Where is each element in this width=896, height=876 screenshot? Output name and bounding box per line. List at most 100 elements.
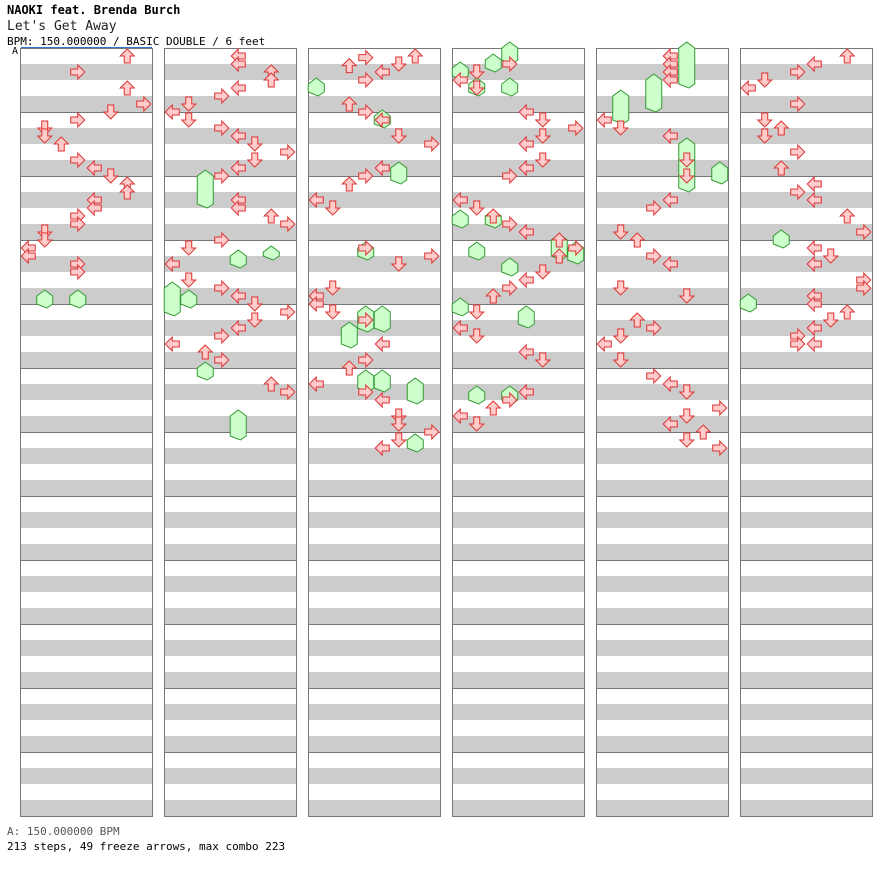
beat-stripe — [20, 768, 152, 784]
step-arrow-right — [214, 231, 230, 249]
step-arrow-up — [485, 288, 502, 304]
step-arrow-up — [119, 184, 136, 200]
freeze-arrow — [373, 305, 391, 333]
step-arrow-up — [341, 176, 358, 192]
step-arrow-left — [662, 191, 678, 209]
step-arrow-right — [646, 319, 662, 337]
step-arrow-left — [518, 135, 534, 153]
step-arrow-down — [390, 432, 407, 448]
step-arrow-left — [806, 191, 822, 209]
step-arrow-right — [712, 399, 728, 417]
freeze-arrow — [406, 433, 424, 453]
step-arrow-down — [678, 408, 695, 424]
beat-stripe — [596, 800, 728, 816]
step-arrow-down — [612, 280, 629, 296]
step-arrow-left — [452, 71, 468, 89]
step-arrow-up — [119, 48, 136, 64]
beat-stripe — [164, 224, 296, 240]
beat-stripe — [164, 544, 296, 560]
step-arrow-left — [308, 295, 324, 313]
step-arrow-right — [70, 111, 86, 129]
step-arrow-down — [612, 352, 629, 368]
beat-stripe — [164, 192, 296, 208]
step-arrow-left — [518, 343, 534, 361]
step-arrow-left — [164, 335, 180, 353]
step-arrow-right — [358, 239, 374, 257]
step-arrow-left — [662, 415, 678, 433]
beat-stripe — [164, 448, 296, 464]
step-arrow-left — [164, 103, 180, 121]
beat-stripe — [308, 352, 440, 368]
freeze-arrow — [229, 409, 247, 441]
beat-stripe — [740, 128, 872, 144]
beat-stripe — [452, 352, 584, 368]
beat-stripe — [452, 96, 584, 112]
beat-stripe — [740, 384, 872, 400]
beat-stripe — [20, 224, 152, 240]
step-arrow-right — [646, 247, 662, 265]
beat-stripe — [740, 192, 872, 208]
step-arrow-down — [102, 104, 119, 120]
step-arrow-left — [518, 383, 534, 401]
beat-stripe — [308, 480, 440, 496]
beat-stripe — [164, 800, 296, 816]
beat-stripe — [164, 384, 296, 400]
step-arrow-right — [568, 239, 584, 257]
step-arrow-up — [773, 160, 790, 176]
step-arrow-left — [662, 127, 678, 145]
beat-stripe — [596, 416, 728, 432]
freeze-arrow — [390, 161, 408, 185]
step-arrow-left — [452, 319, 468, 337]
beat-stripe — [20, 576, 152, 592]
beat-stripe — [308, 256, 440, 272]
beat-stripe — [20, 704, 152, 720]
beat-stripe — [740, 608, 872, 624]
beat-stripe — [20, 416, 152, 432]
step-arrow-down — [324, 304, 341, 320]
step-arrow-down — [534, 128, 551, 144]
beat-stripe — [740, 64, 872, 80]
beat-stripe — [20, 160, 152, 176]
beat-stripe — [740, 800, 872, 816]
beat-stripe — [20, 64, 152, 80]
step-arrow-right — [358, 311, 374, 329]
step-arrow-right — [70, 215, 86, 233]
beat-stripe — [740, 96, 872, 112]
step-arrow-up — [341, 360, 358, 376]
measure-box — [20, 752, 153, 817]
step-arrow-down — [246, 152, 263, 168]
beat-stripe — [452, 672, 584, 688]
step-arrow-down — [468, 328, 485, 344]
step-arrow-up — [341, 57, 358, 74]
step-arrow-right — [502, 391, 518, 409]
measure-box — [596, 752, 729, 817]
beat-stripe — [452, 416, 584, 432]
step-arrow-left — [806, 295, 822, 313]
step-arrow-up — [53, 136, 70, 152]
beat-stripe — [20, 96, 152, 112]
step-arrow-right — [424, 135, 440, 153]
bpm-marker-line — [21, 47, 152, 48]
beat-stripe — [308, 448, 440, 464]
beat-stripe — [308, 224, 440, 240]
step-arrow-left — [740, 79, 756, 97]
beat-stripe — [740, 160, 872, 176]
step-arrow-down — [678, 384, 695, 400]
step-arrow-right — [70, 63, 86, 81]
step-arrow-up — [839, 304, 856, 320]
beat-stripe — [20, 672, 152, 688]
step-arrow-left — [164, 255, 180, 273]
step-arrow-up — [773, 120, 790, 136]
beat-stripe — [740, 448, 872, 464]
step-arrow-left — [374, 63, 390, 81]
step-arrow-up — [839, 48, 856, 64]
step-arrow-down — [324, 280, 341, 296]
beat-stripe — [164, 704, 296, 720]
freeze-arrow — [180, 289, 198, 309]
step-arrow-down — [534, 352, 551, 368]
step-arrow-right — [790, 143, 806, 161]
beat-stripe — [596, 608, 728, 624]
step-arrow-left — [806, 319, 822, 337]
step-arrow-down — [534, 152, 551, 168]
step-arrow-left — [230, 159, 246, 177]
